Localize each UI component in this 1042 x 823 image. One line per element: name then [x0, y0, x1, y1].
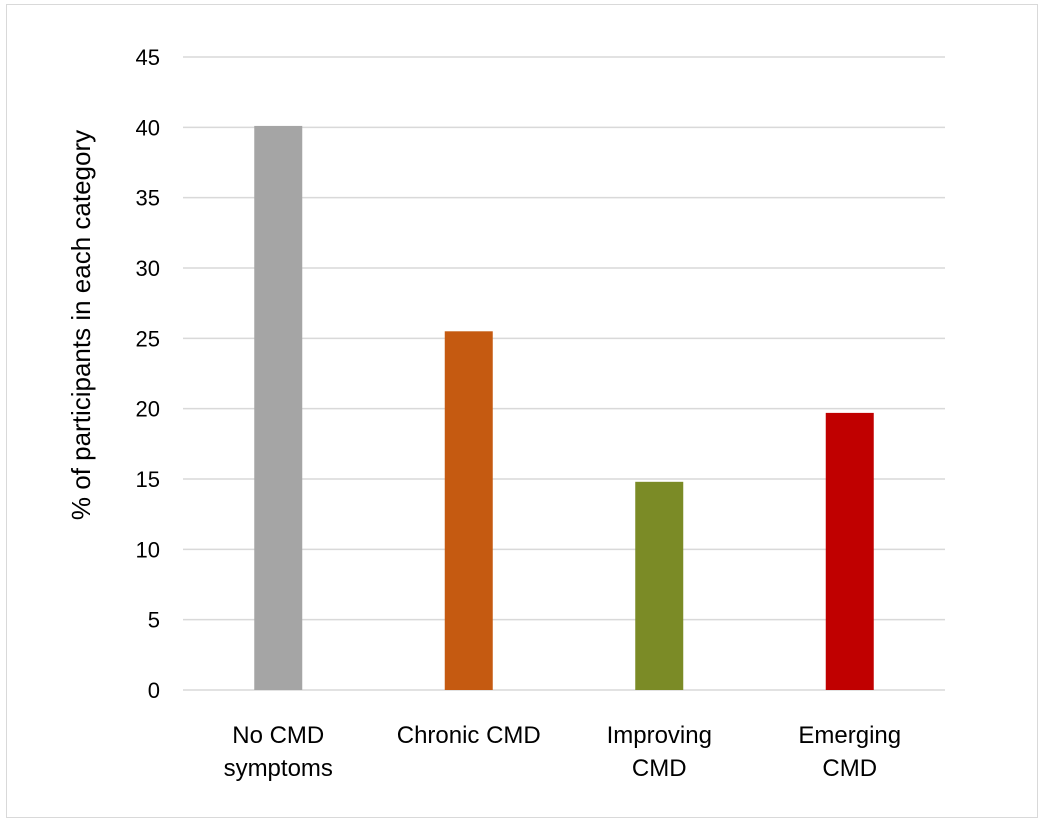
y-tick-label: 5 [148, 608, 160, 633]
gridlines [183, 56, 945, 691]
y-tick-label: 0 [148, 678, 160, 703]
y-tick-label: 35 [136, 186, 160, 211]
y-tick-label: 10 [136, 537, 160, 562]
y-tick-label: 45 [136, 45, 160, 70]
bar [254, 125, 303, 691]
x-category-label: No CMD symptoms [224, 722, 333, 782]
y-tick-label: 25 [136, 326, 160, 351]
bar [444, 331, 493, 690]
y-tick-label: 30 [136, 256, 160, 281]
bar [635, 481, 684, 690]
y-axis-ticks: 0 5 10 15 20 25 30 35 40 45 [136, 45, 160, 703]
y-axis-title: % of participants in each category [66, 130, 96, 520]
x-category-label: Emerging CMD [798, 722, 901, 782]
bar [825, 412, 874, 690]
x-category-label: Chronic CMD [397, 722, 541, 749]
y-tick-label: 20 [136, 397, 160, 422]
bars [254, 125, 874, 691]
x-axis-categories: No CMD symptoms Chronic CMD Improving CMD Eme… [224, 722, 902, 782]
y-tick-label: 40 [136, 115, 160, 140]
x-category-label: Improving CMD [607, 722, 712, 782]
y-tick-label: 15 [136, 467, 160, 492]
